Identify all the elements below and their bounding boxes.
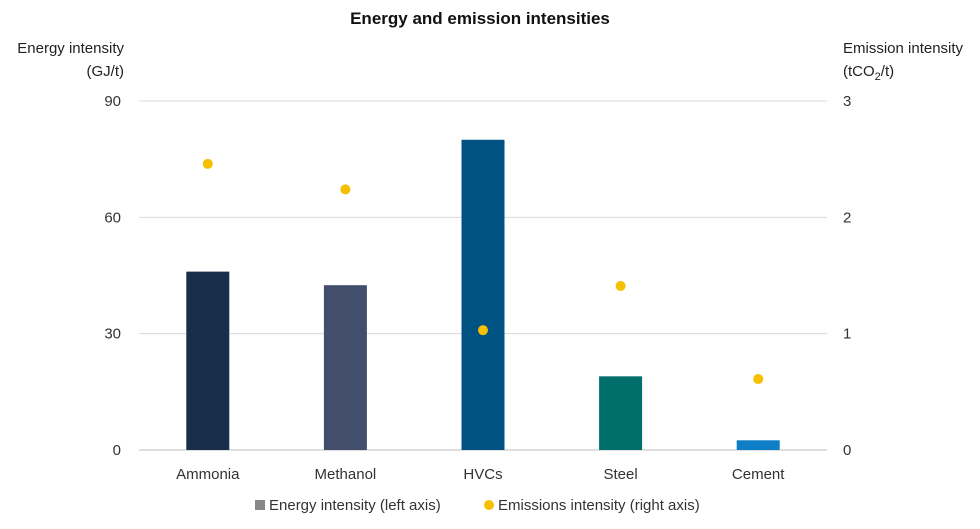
left-tick-label: 90 — [104, 93, 121, 110]
right-tick-label: 0 — [843, 442, 851, 459]
right-tick-label: 2 — [843, 209, 851, 226]
energy-bars — [186, 139, 780, 450]
left-axis-ticks: 0 30 60 90 — [104, 93, 121, 459]
right-axis-title-pre: (tCO — [843, 63, 875, 80]
category-label: Cement — [732, 466, 785, 483]
left-axis-title-line1: Energy intensity — [17, 40, 124, 57]
emission-points — [202, 158, 764, 385]
category-label: HVCs — [463, 466, 502, 483]
right-tick-label: 1 — [843, 326, 851, 343]
left-tick-label: 60 — [104, 209, 121, 226]
legend-swatch-energy — [255, 500, 265, 510]
bar-steel — [599, 376, 643, 450]
left-tick-label: 0 — [113, 442, 121, 459]
point-steel — [615, 280, 626, 291]
point-methanol — [340, 184, 351, 195]
left-axis-title-line2: (GJ/t) — [87, 63, 125, 80]
right-tick-label: 3 — [843, 93, 851, 110]
chart-title: Energy and emission intensities — [350, 9, 610, 28]
left-tick-label: 30 — [104, 326, 121, 343]
point-ammonia — [202, 158, 213, 169]
category-labels: Ammonia Methanol HVCs Steel Cement — [176, 466, 785, 483]
point-hvcs — [478, 325, 488, 336]
right-axis-title-line2: (tCO2/t) — [843, 63, 894, 83]
bar-hvcs — [461, 139, 505, 450]
point-cement — [753, 374, 764, 385]
category-label: Ammonia — [176, 466, 240, 483]
legend: Energy intensity (left axis) Emissions i… — [255, 497, 700, 514]
legend-swatch-emissions — [484, 500, 494, 510]
right-axis-ticks: 0 1 2 3 — [843, 93, 851, 459]
right-axis-title-line1: Emission intensity — [843, 40, 964, 57]
category-label: Steel — [603, 466, 637, 483]
right-axis-title-sub: 2 — [875, 71, 881, 83]
bar-cement — [736, 440, 780, 450]
legend-label-emissions: Emissions intensity (right axis) — [498, 497, 700, 514]
right-axis-title-post: /t) — [881, 63, 894, 80]
legend-label-energy: Energy intensity (left axis) — [269, 497, 441, 514]
category-label: Methanol — [315, 466, 377, 483]
bar-methanol — [323, 285, 367, 450]
bar-ammonia — [186, 271, 230, 450]
